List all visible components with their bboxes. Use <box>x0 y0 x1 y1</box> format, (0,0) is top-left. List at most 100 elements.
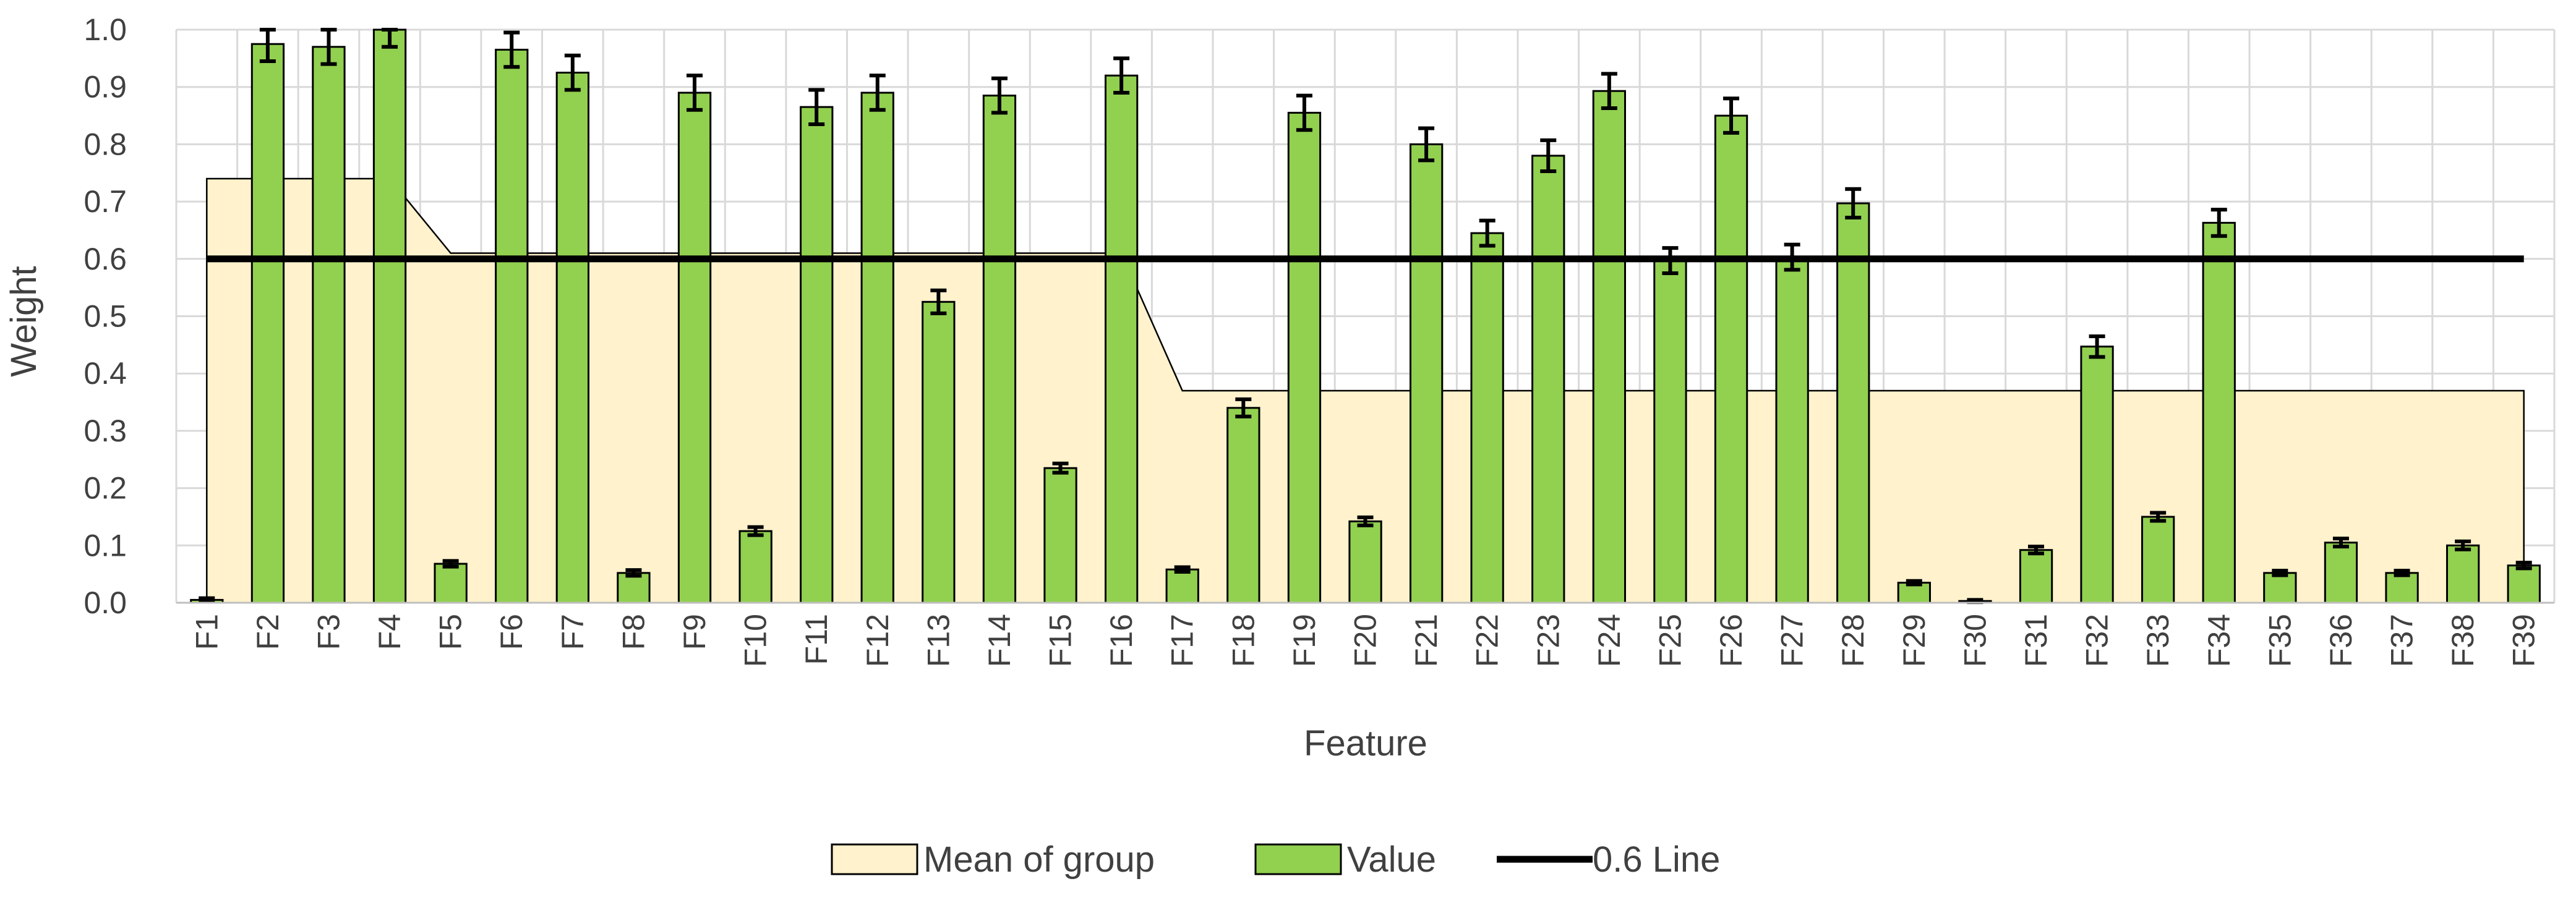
value-bar <box>860 91 894 604</box>
x-tick-label: F10 <box>738 614 773 667</box>
x-tick-label: F11 <box>799 614 834 665</box>
error-bar <box>1845 187 1862 220</box>
error-bar <box>1235 397 1252 419</box>
x-tick-label: F6 <box>494 614 529 650</box>
value-bar <box>1105 74 1139 604</box>
legend-item-mean-of-group: Mean of group <box>831 840 1155 880</box>
value-bar <box>1653 260 1687 604</box>
y-tick-label: 0.2 <box>83 471 127 506</box>
error-bar <box>2455 539 2471 551</box>
error-bar <box>930 288 947 315</box>
y-tick-label: 0.5 <box>83 299 127 334</box>
x-tick-label: F29 <box>1897 614 1932 667</box>
value-bar <box>1531 155 1565 604</box>
error-bar <box>199 596 215 604</box>
value-bar <box>250 43 285 604</box>
x-tick-label: F5 <box>434 614 468 650</box>
x-tick-label: F31 <box>2019 614 2053 667</box>
value-bar <box>982 95 1017 604</box>
x-tick-label: F36 <box>2324 614 2358 667</box>
value-bar <box>1043 467 1077 604</box>
error-bar <box>2332 537 2349 549</box>
legend[interactable]: Mean of group Value 0.6 Line <box>831 840 1720 880</box>
error-bar <box>564 53 581 92</box>
y-tick-label: 0.0 <box>83 585 127 620</box>
legend-swatch-value <box>1254 843 1342 875</box>
error-bar <box>382 28 398 49</box>
x-tick-label: F18 <box>1226 614 1260 667</box>
error-bar <box>1296 93 1312 132</box>
y-tick-label: 0.1 <box>83 528 127 563</box>
x-tick-label: F7 <box>555 614 590 650</box>
error-bar <box>869 74 886 112</box>
legend-swatch-mean-of-group <box>831 843 918 875</box>
value-bar <box>1348 520 1382 604</box>
x-tick-label: F3 <box>312 614 346 650</box>
error-bar <box>1052 461 1069 475</box>
x-tick-label: F28 <box>1836 614 1870 667</box>
y-tick-labels: 0.0 0.1 0.2 0.3 0.4 0.5 0.6 0.7 0.8 0.9 1.0 <box>83 12 127 620</box>
value-bar <box>1775 256 1809 604</box>
x-tick-label: F15 <box>1043 614 1078 667</box>
value-bar <box>800 106 834 604</box>
value-bar <box>2385 572 2419 604</box>
error-bar <box>1601 72 1617 110</box>
x-tick-label: F14 <box>982 614 1017 667</box>
x-tick-label: F24 <box>1592 614 1627 667</box>
value-bar <box>2019 549 2053 604</box>
value-bar <box>677 91 712 604</box>
x-tick-label: F35 <box>2262 614 2297 667</box>
y-tick-label: 1.0 <box>83 12 127 47</box>
value-bar <box>2446 544 2480 604</box>
value-bar <box>2141 516 2175 604</box>
x-tick-label: F12 <box>860 614 895 667</box>
error-bar <box>1540 138 1557 173</box>
value-bar <box>1287 111 1322 604</box>
legend-label-mean-of-group: Mean of group <box>923 840 1155 880</box>
value-bar <box>1836 202 1870 604</box>
value-bar <box>2507 564 2541 604</box>
x-tick-label: F26 <box>1714 614 1748 667</box>
value-bar <box>312 46 346 604</box>
value-bar <box>2080 346 2114 604</box>
y-tick-label: 0.4 <box>83 356 127 391</box>
y-tick-label: 0.3 <box>83 414 127 448</box>
value-bar <box>1470 232 1504 604</box>
x-tick-labels: F1 F2 F3 F4 F5 F6 F7 F8 F9 F10 F11 F12 F13 F14 F15 F16 F… <box>189 614 2541 667</box>
x-tick-label: F19 <box>1287 614 1322 667</box>
x-tick-label: F17 <box>1165 614 1200 667</box>
x-tick-label: F38 <box>2445 614 2480 667</box>
value-bar <box>2263 572 2297 604</box>
x-tick-label: F13 <box>921 614 956 667</box>
x-tick-label: F34 <box>2202 614 2236 667</box>
error-bar <box>1174 565 1191 574</box>
legend-label-value: Value <box>1347 840 1436 880</box>
value-bar <box>1165 568 1199 604</box>
value-bar <box>434 563 468 604</box>
error-bar <box>2210 208 2227 238</box>
value-bar <box>922 300 956 604</box>
error-bar <box>625 568 642 578</box>
value-bar <box>2324 542 2358 604</box>
value-bars <box>190 28 2541 604</box>
x-tick-label: F1 <box>189 614 224 650</box>
error-bar <box>503 30 520 69</box>
x-tick-label: F8 <box>616 614 651 650</box>
value-bar <box>1410 143 1444 604</box>
x-tick-label: F23 <box>1531 614 1565 667</box>
x-tick-label: F2 <box>250 614 285 650</box>
error-bar <box>2272 569 2288 577</box>
error-bar <box>1906 579 1922 587</box>
x-tick-label: F32 <box>2080 614 2115 667</box>
error-bar <box>2150 511 2167 523</box>
y-axis-title: Weight <box>4 266 44 376</box>
y-tick-label: 0.6 <box>83 242 127 276</box>
value-bar <box>555 72 590 604</box>
error-bar <box>2515 561 2532 571</box>
x-tick-label: F4 <box>372 614 407 650</box>
value-bar <box>1592 90 1626 604</box>
x-tick-label: F21 <box>1409 614 1444 667</box>
y-tick-label: 0.9 <box>83 70 127 104</box>
